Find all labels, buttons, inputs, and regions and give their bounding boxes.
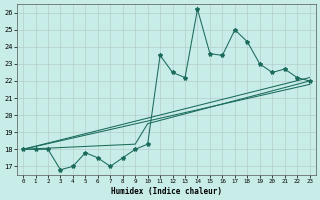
- X-axis label: Humidex (Indice chaleur): Humidex (Indice chaleur): [111, 187, 222, 196]
